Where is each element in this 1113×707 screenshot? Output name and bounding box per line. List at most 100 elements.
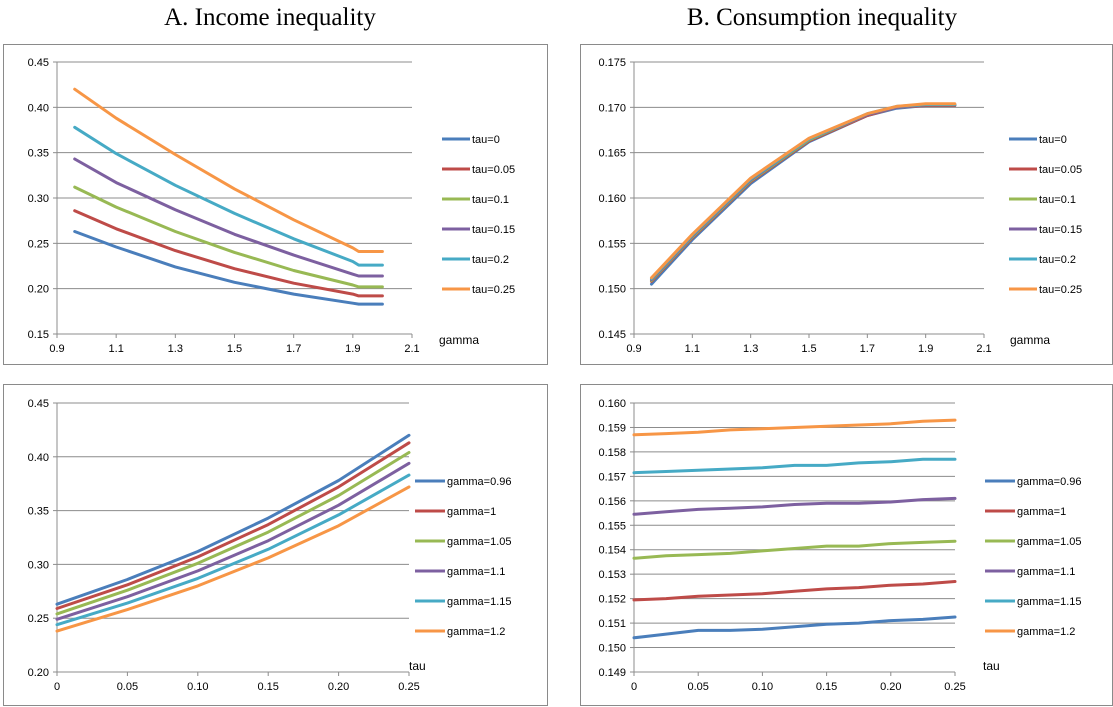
y-tick-label: 0.150: [598, 643, 626, 655]
series-line: [55, 461, 411, 621]
y-tick-label: 0.158: [598, 447, 626, 459]
x-tick-label: 1.3: [743, 343, 758, 355]
chart-svg: 0.15 0.20 0.25 0.30 0.35 0.40 0.45 0.9 1.1 1.3 1.5…: [28, 57, 516, 355]
series-line: [73, 125, 384, 267]
y-tick-label: 0.20: [28, 667, 49, 679]
legend-label: tau=0.25: [472, 284, 515, 296]
x-tick-label: 1.1: [685, 343, 700, 355]
x-axis-title: tau: [409, 659, 426, 673]
x-axis-title: tau: [983, 659, 1000, 673]
series-line: [55, 473, 411, 627]
y-tick-label: 0.30: [28, 559, 49, 571]
y-tick-label: 0.154: [598, 545, 626, 557]
y-tick-label: 0.165: [598, 148, 626, 160]
series-line: [73, 157, 384, 278]
legend-label: tau=0.1: [1039, 194, 1076, 206]
series-line: [650, 102, 957, 280]
income-inequality-vs-tau-chart: 0.20 0.25 0.30 0.35 0.40 0.45 0 0.05 0.10 0.15 0.2…: [3, 384, 548, 706]
x-tick-label: 1.5: [801, 343, 816, 355]
y-tick-label: 0.45: [28, 398, 49, 410]
x-tick-label: 1.3: [168, 343, 183, 355]
legend-label: gamma=1.15: [1017, 596, 1082, 608]
y-tick-label: 0.149: [598, 667, 626, 679]
x-tick-label: 0.20: [328, 681, 349, 693]
legend-label: tau=0.05: [1039, 164, 1082, 176]
legend-label: gamma=1.15: [447, 596, 512, 608]
legend-label: gamma=1.1: [1017, 566, 1075, 578]
series-line: [650, 104, 957, 286]
legend-label: gamma=0.96: [1017, 476, 1082, 488]
series-line: [632, 457, 957, 475]
y-tick-label: 0.45: [28, 57, 49, 69]
column-title-income-inequality: A. Income inequality: [164, 4, 376, 31]
y-tick-label: 0.175: [598, 57, 626, 69]
y-tick-label: 0.156: [598, 496, 626, 508]
legend-label: gamma=1.2: [1017, 626, 1075, 638]
x-tick-label: 1.1: [109, 343, 124, 355]
consumption-inequality-vs-tau-chart: 0.149 0.150 0.151 0.152 0.153 0.154 0.155 0.156…: [580, 384, 1113, 706]
x-tick-label: 0.05: [117, 681, 138, 693]
series-line: [650, 103, 957, 282]
legend-label: gamma=1.1: [447, 566, 505, 578]
y-tick-label: 0.155: [598, 520, 626, 532]
series-line: [73, 87, 384, 253]
x-tick-label: 0.9: [626, 343, 641, 355]
x-tick-label: 2.1: [976, 343, 991, 355]
legend-label: tau=0.1: [472, 194, 509, 206]
series-line: [73, 209, 384, 298]
legend-label: tau=0.2: [472, 254, 509, 266]
series-line: [55, 441, 411, 610]
y-tick-label: 0.160: [598, 193, 626, 205]
legend-label: tau=0: [1039, 134, 1067, 146]
x-tick-label: 0.25: [944, 681, 965, 693]
legend-label: tau=0: [472, 134, 500, 146]
x-tick-label: 0.10: [187, 681, 208, 693]
legend-label: tau=0.05: [472, 164, 515, 176]
y-tick-label: 0.40: [28, 452, 49, 464]
x-tick-label: 1.9: [918, 343, 933, 355]
series-line: [632, 580, 957, 602]
x-axis-title: gamma: [1010, 333, 1050, 347]
chart-svg: 0.20 0.25 0.30 0.35 0.40 0.45 0 0.05 0.10 0.15 0.2…: [28, 398, 512, 693]
series-line: [632, 615, 957, 640]
x-axis-title: gamma: [439, 333, 479, 347]
x-tick-label: 1.5: [227, 343, 242, 355]
legend-label: tau=0.15: [1039, 224, 1082, 236]
column-title-consumption-inequality: B. Consumption inequality: [686, 4, 958, 31]
x-tick-label: 0.20: [880, 681, 901, 693]
series-line: [632, 496, 957, 516]
series-line: [73, 230, 384, 306]
y-tick-label: 0.153: [598, 569, 626, 581]
x-tick-label: 0.9: [49, 343, 64, 355]
y-tick-label: 0.152: [598, 594, 626, 606]
y-tick-label: 0.35: [28, 148, 49, 160]
x-tick-label: 2.1: [404, 343, 419, 355]
legend-label: gamma=1: [447, 506, 496, 518]
x-tick-label: 0.05: [687, 681, 708, 693]
y-tick-label: 0.159: [598, 422, 626, 434]
consumption-inequality-vs-gamma-chart: 0.145 0.150 0.155 0.160 0.165 0.170 0.175 0.9 1.…: [580, 44, 1113, 365]
x-tick-label: 0.15: [816, 681, 837, 693]
y-tick-label: 0.160: [598, 398, 626, 410]
y-tick-label: 0.155: [598, 238, 626, 250]
chart-svg: 0.145 0.150 0.155 0.160 0.165 0.170 0.175 0.9 1.…: [598, 57, 1082, 355]
y-tick-label: 0.35: [28, 506, 49, 518]
y-tick-label: 0.25: [28, 613, 49, 625]
legend-label: gamma=0.96: [447, 476, 512, 488]
x-tick-label: 0.15: [257, 681, 278, 693]
y-tick-label: 0.15: [28, 329, 49, 341]
x-tick-label: 0: [54, 681, 60, 693]
legend-label: tau=0.25: [1039, 284, 1082, 296]
x-tick-label: 1.9: [345, 343, 360, 355]
x-tick-label: 0.25: [398, 681, 419, 693]
legend-label: gamma=1: [1017, 506, 1066, 518]
y-tick-label: 0.151: [598, 618, 626, 630]
series-line: [632, 539, 957, 560]
y-tick-label: 0.20: [28, 284, 49, 296]
income-inequality-vs-gamma-chart: 0.15 0.20 0.25 0.30 0.35 0.40 0.45 0.9 1.1 1.3 1.5…: [3, 44, 548, 365]
legend-label: tau=0.15: [472, 224, 515, 236]
x-tick-label: 1.7: [286, 343, 301, 355]
legend-label: gamma=1.05: [447, 536, 512, 548]
series-line: [55, 485, 411, 633]
x-tick-label: 0.10: [752, 681, 773, 693]
